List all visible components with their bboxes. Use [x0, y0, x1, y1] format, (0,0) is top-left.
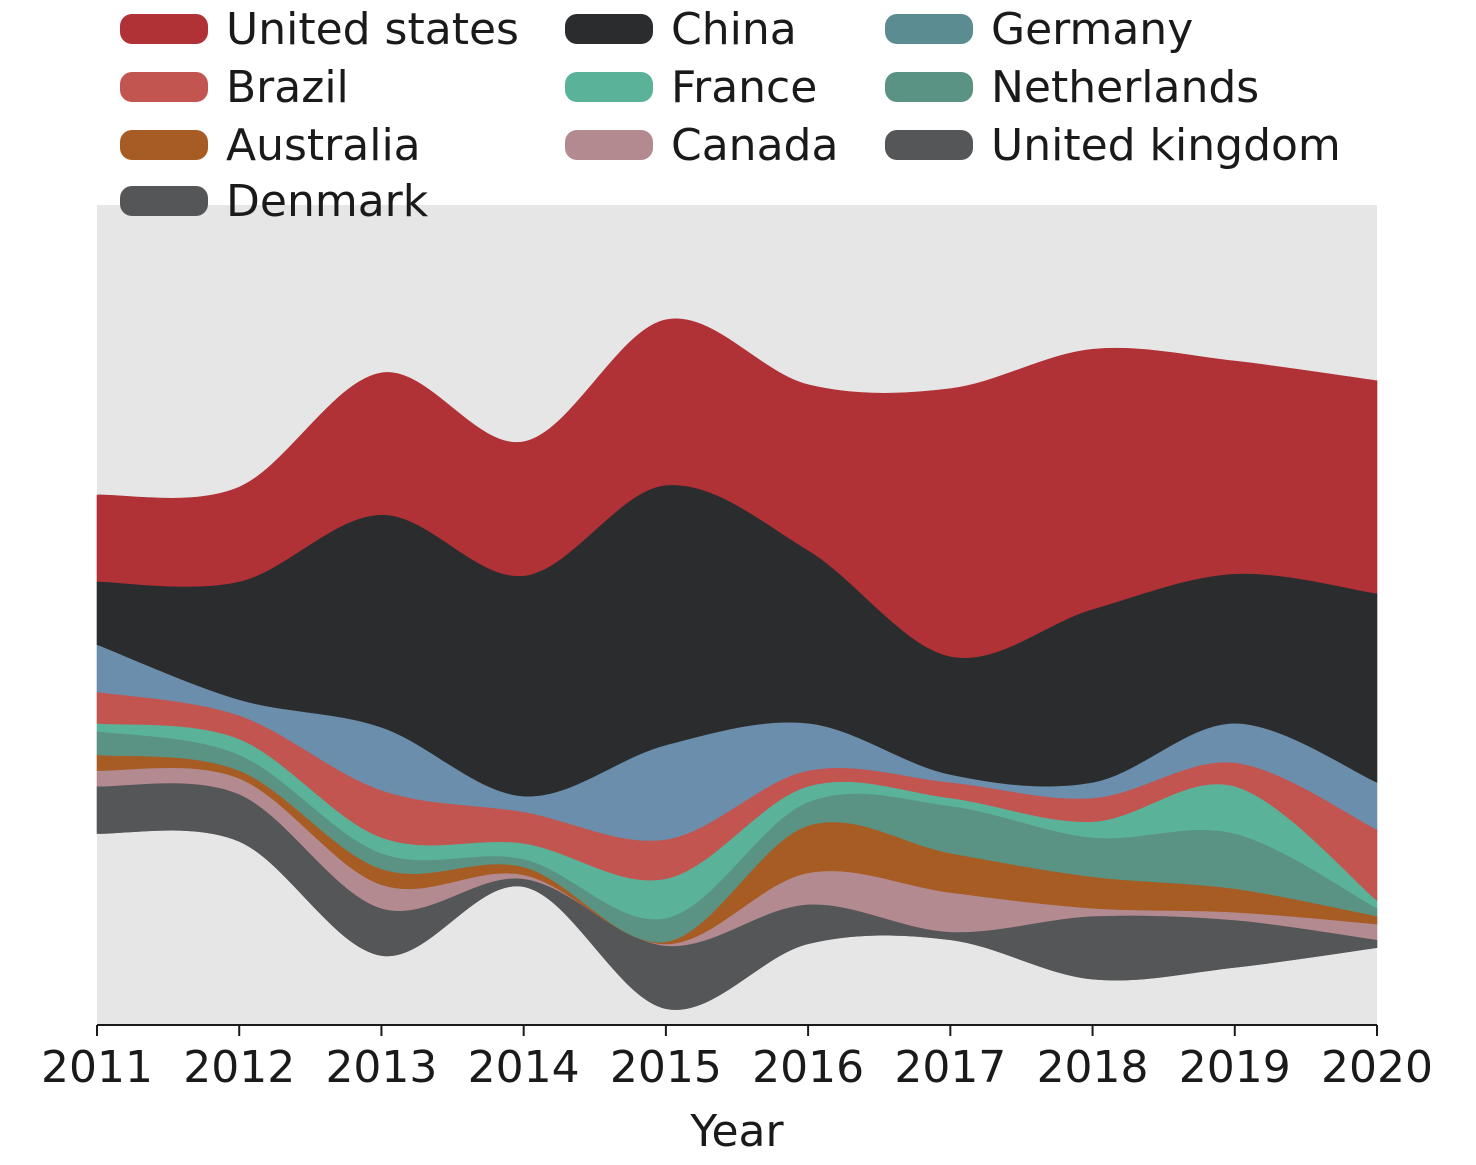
legend-label: China	[671, 4, 797, 55]
legend-swatch	[885, 130, 973, 160]
x-tick-label: 2018	[1037, 1042, 1149, 1093]
legend-swatch	[565, 14, 653, 44]
x-tick-label: 2013	[325, 1042, 437, 1093]
legend-swatch	[885, 72, 973, 102]
legend-swatch	[120, 186, 208, 216]
legend-label: Australia	[226, 120, 421, 171]
x-tick-label: 2015	[610, 1042, 722, 1093]
legend-swatch	[565, 72, 653, 102]
legend-swatch	[565, 130, 653, 160]
legend-swatch	[885, 14, 973, 44]
x-tick-label: 2020	[1321, 1042, 1433, 1093]
legend-label: Canada	[671, 120, 838, 171]
x-axis-title: Year	[689, 1106, 784, 1157]
x-axis-ticks: 2011 2012 2013 2014 2015 2016 2017 2018 2019 2020	[41, 1025, 1433, 1093]
legend-label: United kingdom	[991, 120, 1341, 171]
x-tick-label: 2012	[183, 1042, 295, 1093]
legend-swatch	[120, 14, 208, 44]
legend-label: Netherlands	[991, 62, 1259, 113]
legend-label: Germany	[991, 4, 1193, 55]
legend-swatch	[120, 130, 208, 160]
legend-swatch	[120, 72, 208, 102]
x-tick-label: 2011	[41, 1042, 153, 1093]
legend-label: Brazil	[226, 62, 349, 113]
legend-label: France	[671, 62, 817, 113]
x-tick-label: 2017	[894, 1042, 1006, 1093]
stream-layers	[96, 318, 1378, 1010]
legend-label: Denmark	[226, 176, 429, 227]
x-tick-label: 2019	[1179, 1042, 1291, 1093]
x-tick-label: 2014	[468, 1042, 580, 1093]
x-tick-label: 2016	[752, 1042, 864, 1093]
legend-label: United states	[226, 4, 519, 55]
